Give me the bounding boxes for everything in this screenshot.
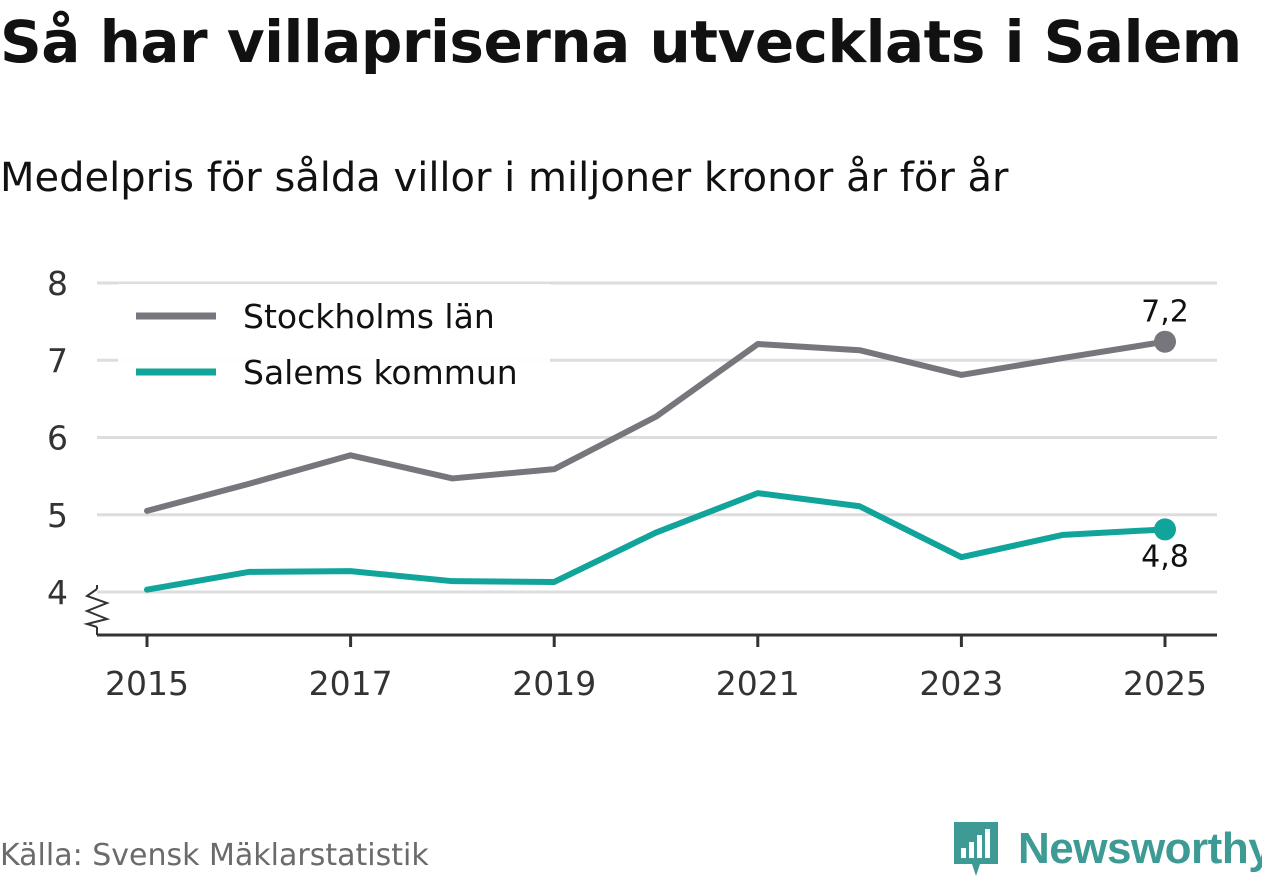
axis-break-icon [83,588,111,628]
brand-logo: Newsworthy [950,818,1262,880]
legend-background [118,284,550,398]
newsworthy-logo-icon [954,822,998,876]
end-value-label: 7,2 [1141,295,1189,330]
chart-subtitle: Medelpris för sålda villor i miljoner kr… [0,155,1009,201]
x-tick-label: 2017 [309,664,393,703]
x-tick-label: 2025 [1123,664,1207,703]
legend-label: Salems kommun [243,353,518,392]
end-point-marker [1154,518,1176,541]
y-tick-label: 8 [47,264,68,303]
series-lines: 7,2 4,8 [144,295,1189,593]
x-tick-label: 2023 [919,664,1003,703]
x-tick-label: 2019 [512,664,596,703]
x-tick-label: 2015 [105,664,189,703]
x-tick-label: 2021 [716,664,800,703]
y-axis-ticks: 4 5 6 7 8 [47,264,68,612]
y-tick-label: 6 [47,419,68,458]
series-line [144,490,1168,593]
x-axis-ticks: 2015 2017 2019 2021 2023 2025 [105,635,1207,703]
y-tick-label: 4 [47,573,68,612]
chart-title: Så har villapriserna utvecklats i Salem [0,8,1242,76]
y-tick-label: 5 [47,496,68,535]
legend: Stockholms län Salems kommun [118,284,550,398]
source-note: Källa: Svensk Mäklarstatistik [0,838,429,873]
series-line [144,338,1168,514]
y-tick-label: 7 [47,341,68,380]
brand-name: Newsworthy [1018,824,1262,873]
x-axis [83,585,1217,637]
end-point-marker [1154,330,1176,353]
end-value-label: 4,8 [1141,539,1189,574]
legend-label: Stockholms län [243,297,495,336]
